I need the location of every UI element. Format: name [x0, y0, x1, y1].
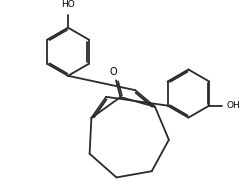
Text: OH: OH [226, 101, 239, 110]
Text: HO: HO [61, 0, 75, 9]
Text: O: O [109, 67, 117, 77]
